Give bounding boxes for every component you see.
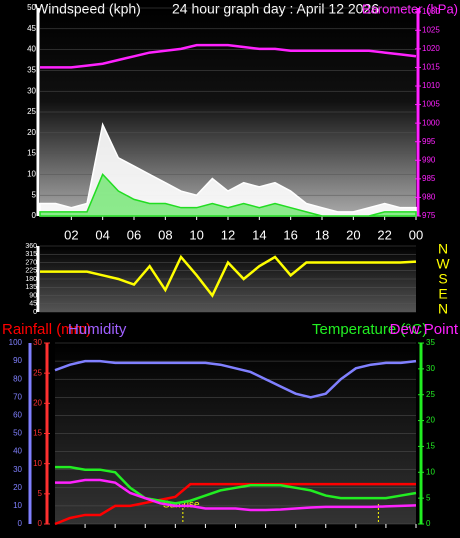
y-tick-label: 10 xyxy=(27,170,36,179)
y-tick-label: 40 xyxy=(27,45,36,54)
x-tick-label: 04 xyxy=(95,227,109,242)
y-tick-label: 990 xyxy=(422,155,436,164)
y-tick-label: 45 xyxy=(27,24,36,33)
y-tick-label: 5 xyxy=(32,190,37,199)
series-title: Humidity xyxy=(68,321,127,338)
series-title: Windspeed (kph) xyxy=(35,1,141,17)
series-line xyxy=(40,254,417,298)
y-tick-label: 180 xyxy=(25,276,37,283)
y-tick-label: 70 xyxy=(13,392,22,401)
x-tick-label: 10 xyxy=(189,227,203,242)
x-tick-label: 12 xyxy=(221,227,235,242)
series-line xyxy=(40,43,417,69)
y-tick-label: 10 xyxy=(33,459,42,468)
y-tick-label: 25 xyxy=(426,390,435,399)
y-tick-label: 45 xyxy=(29,301,37,308)
y-tick-label: 90 xyxy=(13,356,22,365)
y-tick-label: 5 xyxy=(426,493,431,502)
y-tick-label: 30 xyxy=(13,465,22,474)
y-tick-label: 50 xyxy=(13,429,22,438)
y-tick-label: 50 xyxy=(27,3,36,12)
x-tick-label: 16 xyxy=(283,227,297,242)
x-tick-label: 08 xyxy=(158,227,172,242)
y-tick-label: 980 xyxy=(422,193,436,202)
compass-label: E xyxy=(438,286,447,302)
y-tick-label: 20 xyxy=(426,416,435,425)
y-tick-label: 270 xyxy=(25,259,37,266)
y-tick-label: 1005 xyxy=(422,100,440,109)
y-tick-label: 100 xyxy=(9,338,23,347)
x-tick-label: 14 xyxy=(252,227,266,242)
y-tick-label: 0 xyxy=(18,519,23,528)
y-tick-label: 0 xyxy=(32,211,37,220)
series-title: Rainfall (mm) xyxy=(2,321,91,338)
y-tick-label: 1025 xyxy=(422,25,440,34)
y-tick-label: 1030 xyxy=(422,7,440,16)
series-line xyxy=(54,359,417,399)
y-tick-label: 0 xyxy=(33,309,37,316)
y-tick-label: 25 xyxy=(33,368,42,377)
y-tick-label: 30 xyxy=(426,364,435,373)
chart-title: 24 hour graph day : April 12 2026 xyxy=(172,1,379,17)
y-tick-label: 985 xyxy=(422,174,436,183)
y-tick-label: 80 xyxy=(13,374,22,383)
y-tick-label: 10 xyxy=(13,501,22,510)
y-tick-label: 20 xyxy=(27,128,36,137)
y-tick-label: 30 xyxy=(27,86,36,95)
x-tick-label: 06 xyxy=(127,227,141,242)
compass-label: W xyxy=(436,256,450,272)
y-tick-label: 995 xyxy=(422,137,436,146)
y-tick-label: 5 xyxy=(38,489,43,498)
y-tick-label: 30 xyxy=(33,338,42,347)
y-tick-label: 975 xyxy=(422,211,436,220)
y-tick-label: 1000 xyxy=(422,118,440,127)
y-tick-label: 60 xyxy=(13,411,22,420)
y-tick-label: 135 xyxy=(25,284,37,291)
y-tick-label: 90 xyxy=(29,292,37,299)
series-line xyxy=(55,478,417,512)
compass-label: N xyxy=(438,301,448,317)
y-tick-label: 225 xyxy=(25,268,37,275)
series-title: Barometer (hPa) xyxy=(362,1,458,16)
y-tick-label: 25 xyxy=(27,107,36,116)
x-tick-label: 02 xyxy=(64,227,78,242)
y-tick-label: 20 xyxy=(13,483,22,492)
y-tick-label: 1015 xyxy=(422,63,440,72)
series-area xyxy=(39,173,417,217)
compass-label: S xyxy=(438,271,447,287)
x-tick-label: 20 xyxy=(346,227,360,242)
x-tick-label: 00 xyxy=(409,227,423,242)
series-title: Temperature (°C) xyxy=(312,321,427,338)
y-tick-label: 15 xyxy=(33,429,42,438)
y-tick-label: 40 xyxy=(13,447,22,456)
compass-label: N xyxy=(438,241,448,257)
y-tick-label: 15 xyxy=(426,442,435,451)
y-tick-label: 1010 xyxy=(422,81,440,90)
series-area xyxy=(39,122,417,217)
y-tick-label: 0 xyxy=(426,519,431,528)
y-tick-label: 1020 xyxy=(422,44,440,53)
x-tick-label: 18 xyxy=(315,227,329,242)
y-tick-label: 20 xyxy=(33,398,42,407)
series-line xyxy=(54,482,416,526)
y-tick-label: 35 xyxy=(426,338,435,347)
y-tick-label: 0 xyxy=(38,519,43,528)
y-tick-label: 15 xyxy=(27,149,36,158)
x-tick-label: 22 xyxy=(377,227,391,242)
y-tick-label: 360 xyxy=(25,243,37,250)
series-title: Dew Point xyxy=(390,321,459,338)
y-tick-label: 315 xyxy=(25,251,37,258)
y-tick-label: 35 xyxy=(27,66,36,75)
series-line xyxy=(55,465,417,505)
y-tick-label: 10 xyxy=(426,467,435,476)
